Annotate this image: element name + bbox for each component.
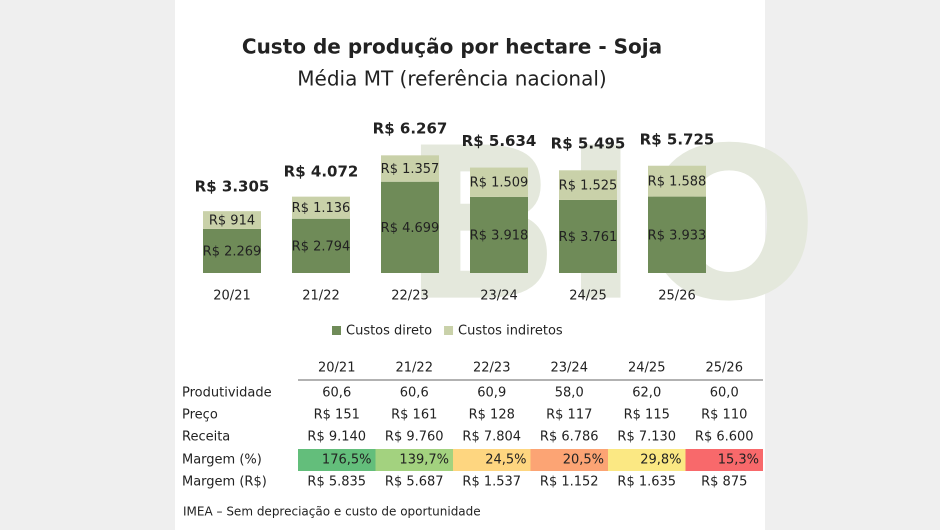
value-label: R$ 3.761 xyxy=(559,230,618,245)
table-header: 21/22 xyxy=(396,361,433,376)
value-label: R$ 1.509 xyxy=(470,176,529,191)
bar-segment xyxy=(292,196,350,219)
table-cell: R$ 1.152 xyxy=(540,475,599,490)
table-cell: 20,5% xyxy=(563,453,604,468)
total-label: R$ 4.072 xyxy=(284,162,359,180)
table-cell: R$ 7.804 xyxy=(462,430,521,445)
table-cell: 29,8% xyxy=(640,453,681,468)
table-cell: 60,6 xyxy=(322,386,351,401)
value-label: R$ 1.525 xyxy=(559,179,618,194)
table-cell: R$ 5.687 xyxy=(385,475,444,490)
total-label: R$ 5.495 xyxy=(551,135,626,153)
bar-segment xyxy=(470,196,528,273)
table-header: 20/21 xyxy=(318,361,355,376)
value-label: R$ 3.918 xyxy=(470,228,529,243)
table-cell: R$ 117 xyxy=(546,408,592,423)
cell-fill xyxy=(685,449,763,471)
table-cell: R$ 875 xyxy=(701,475,747,490)
value-label: R$ 3.933 xyxy=(648,228,707,243)
x-tick-label: 20/21 xyxy=(213,289,250,304)
chart-subtitle: Média MT (referência nacional) xyxy=(297,67,606,91)
x-tick-label: 25/26 xyxy=(658,289,695,304)
x-tick-label: 23/24 xyxy=(480,289,517,304)
value-label: R$ 1.136 xyxy=(292,201,351,216)
value-label: R$ 914 xyxy=(209,214,255,229)
row-label: Produtividade xyxy=(182,386,272,401)
table-cell: 60,0 xyxy=(710,386,739,401)
cell-fill xyxy=(453,449,531,471)
table-cell: R$ 115 xyxy=(624,408,670,423)
table-cell: R$ 6.600 xyxy=(695,430,754,445)
total-label: R$ 5.725 xyxy=(640,130,715,148)
bar-segment xyxy=(203,228,261,273)
x-tick-label: 24/25 xyxy=(569,289,606,304)
table-cell: 15,3% xyxy=(718,453,759,468)
bar-segment xyxy=(648,196,706,273)
table-header: 24/25 xyxy=(628,361,665,376)
table-cell: 176,5% xyxy=(322,453,372,468)
row-label: Receita xyxy=(182,430,230,445)
row-label: Preço xyxy=(182,408,218,423)
x-tick-label: 22/23 xyxy=(391,289,428,304)
row-label: Margem (R$) xyxy=(182,475,267,490)
table-cell: R$ 161 xyxy=(391,408,437,423)
table-cell: R$ 1.537 xyxy=(462,475,521,490)
table-cell: 60,6 xyxy=(400,386,429,401)
total-label: R$ 6.267 xyxy=(373,120,448,138)
footnote: IMEA – Sem depreciação e custo de oportu… xyxy=(183,505,481,519)
bar-segment xyxy=(470,167,528,197)
row-label: Margem (%) xyxy=(182,453,262,468)
total-label: R$ 3.305 xyxy=(195,177,270,195)
table-cell: R$ 7.130 xyxy=(617,430,676,445)
value-label: R$ 1.357 xyxy=(381,162,440,177)
cell-fill xyxy=(375,449,453,471)
value-label: R$ 2.269 xyxy=(203,244,262,259)
table-cell: R$ 6.786 xyxy=(540,430,599,445)
bar-segment xyxy=(292,218,350,273)
bar-segment xyxy=(648,165,706,197)
total-label: R$ 5.634 xyxy=(462,132,537,150)
table-header: 23/24 xyxy=(551,361,588,376)
table-cell: R$ 9.760 xyxy=(385,430,444,445)
table-header: 25/26 xyxy=(706,361,743,376)
table-cell: 139,7% xyxy=(399,453,449,468)
value-label: R$ 4.699 xyxy=(381,221,440,236)
legend-label: Custos direto xyxy=(346,324,432,339)
table-header: 22/23 xyxy=(473,361,510,376)
bar-segment xyxy=(381,155,439,182)
legend-swatch xyxy=(444,326,454,335)
bar-segment xyxy=(559,199,617,273)
table-cell: R$ 5.835 xyxy=(307,475,366,490)
table-cell: R$ 128 xyxy=(469,408,515,423)
table-cell: R$ 110 xyxy=(701,408,747,423)
bar-segment xyxy=(203,211,261,229)
legend-label: Custos indiretos xyxy=(458,324,563,339)
table-cell: 58,0 xyxy=(555,386,584,401)
table-cell: R$ 9.140 xyxy=(307,430,366,445)
value-label: R$ 1.588 xyxy=(648,175,707,190)
bar-segment xyxy=(559,170,617,200)
cell-fill xyxy=(298,449,376,471)
cell-fill xyxy=(608,449,686,471)
table-cell: R$ 1.635 xyxy=(617,475,676,490)
bar-segment xyxy=(381,181,439,273)
table-cell: 62,0 xyxy=(632,386,661,401)
chart-title: Custo de produção por hectare - Soja xyxy=(242,35,662,59)
table-cell: 24,5% xyxy=(485,453,526,468)
cell-fill xyxy=(530,449,608,471)
x-tick-label: 21/22 xyxy=(302,289,339,304)
table-cell: 60,9 xyxy=(477,386,506,401)
legend-swatch xyxy=(332,326,341,335)
table-cell: R$ 151 xyxy=(314,408,360,423)
value-label: R$ 2.794 xyxy=(292,239,351,254)
